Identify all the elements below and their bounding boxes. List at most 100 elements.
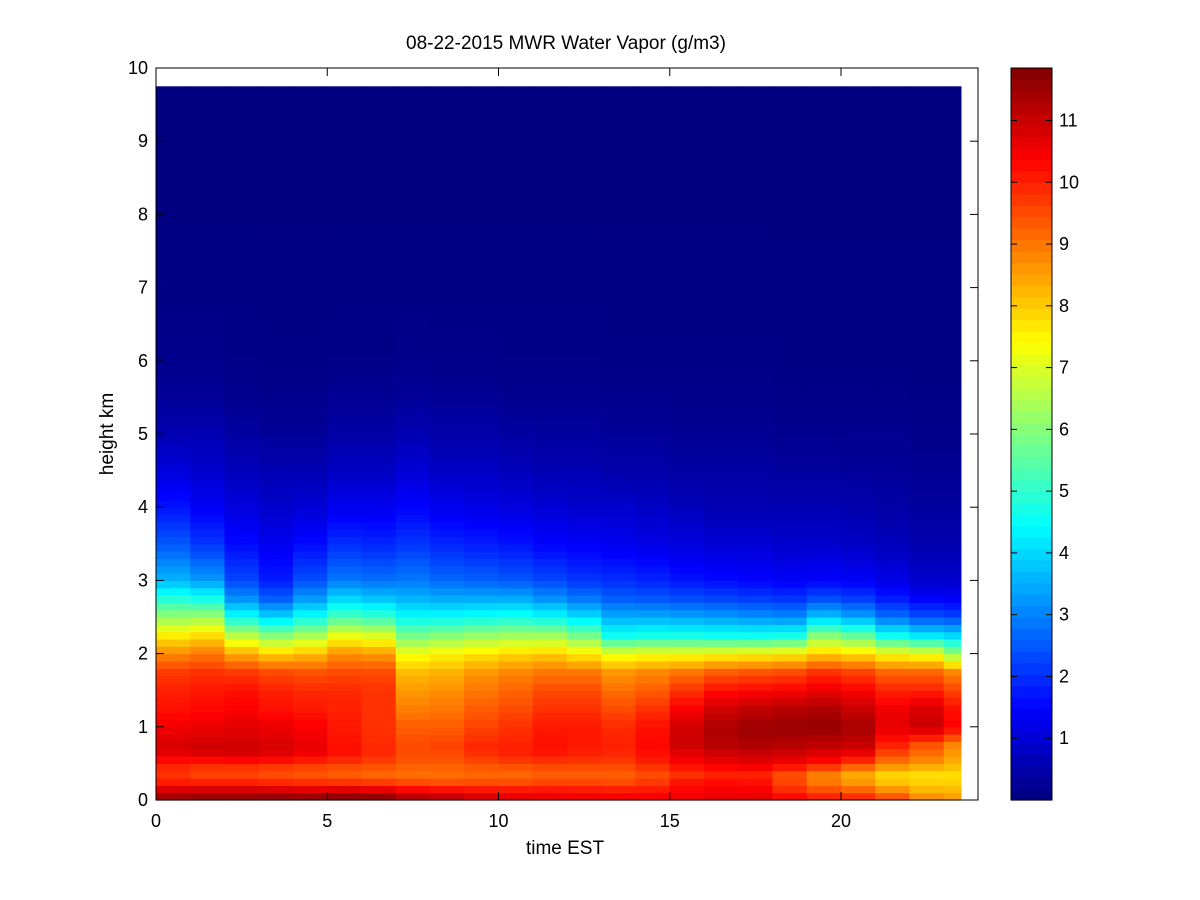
heatmap-cell (430, 441, 465, 450)
heatmap-cell (772, 653, 808, 662)
heatmap-cell (841, 338, 876, 347)
heatmap-cell (327, 741, 363, 750)
heatmap-cell (224, 770, 260, 779)
x-axis-label: time EST (526, 838, 605, 859)
heatmap-cell (943, 353, 962, 362)
heatmap-cell (293, 470, 328, 479)
heatmap-cell (704, 631, 739, 640)
heatmap-cell (635, 170, 671, 179)
heatmap-cell (567, 565, 602, 574)
heatmap-cell (875, 331, 911, 340)
heatmap-cell (806, 426, 842, 435)
heatmap-cell (258, 565, 294, 574)
heatmap-cell (772, 104, 808, 113)
heatmap-cell (190, 697, 226, 706)
heatmap-cell (567, 309, 602, 318)
heatmap-cell (498, 265, 534, 274)
heatmap-cell (635, 770, 671, 779)
heatmap-cell (875, 463, 911, 472)
heatmap-cell (430, 624, 465, 633)
heatmap-cell (498, 214, 534, 223)
colorbar-swatch (1011, 697, 1052, 710)
heatmap-cell (430, 419, 465, 428)
heatmap-cell (156, 704, 191, 713)
heatmap-cell (772, 324, 808, 333)
heatmap-cell (395, 770, 431, 779)
heatmap-cell (293, 792, 328, 801)
heatmap-cell (430, 148, 465, 157)
heatmap-cell (567, 170, 602, 179)
heatmap-cell (635, 133, 671, 142)
heatmap-cell (841, 353, 876, 362)
heatmap-cell (772, 595, 808, 603)
heatmap-cell (875, 646, 911, 655)
heatmap-cell (669, 338, 705, 347)
heatmap-cell (909, 229, 945, 237)
x-tick-labels: 0 5 10 15 20 (151, 811, 851, 831)
heatmap-cell (532, 448, 568, 457)
heatmap-cell (361, 272, 397, 281)
heatmap-cell (567, 141, 602, 150)
heatmap-cell (190, 104, 226, 113)
heatmap-cell (772, 221, 808, 230)
heatmap-cell (738, 309, 774, 318)
heatmap-cell (498, 331, 534, 340)
heatmap-cell (772, 675, 808, 684)
heatmap-cell (327, 243, 363, 252)
heatmap-cell (395, 126, 431, 135)
heatmap-cell (738, 272, 774, 281)
heatmap-cell (601, 434, 637, 442)
heatmap-cell (943, 660, 962, 669)
heatmap-cell (258, 448, 294, 457)
heatmap-cell (395, 646, 431, 655)
heatmap-cell (190, 529, 226, 538)
colorbar-swatch (1011, 319, 1052, 332)
heatmap-cell (190, 360, 226, 369)
heatmap-cell (190, 412, 226, 420)
heatmap-cell (293, 624, 328, 633)
heatmap-cell (704, 141, 739, 150)
heatmap-cell (464, 199, 500, 208)
heatmap-cell (841, 558, 876, 567)
heatmap-cell (943, 690, 962, 699)
heatmap-cell (738, 638, 774, 647)
heatmap-cell (361, 463, 397, 472)
heatmap-cell (224, 756, 260, 764)
heatmap-cell (669, 89, 705, 98)
heatmap-cell (498, 251, 534, 259)
heatmap-cell (738, 492, 774, 501)
heatmap-cell (293, 682, 328, 691)
heatmap-cell (464, 536, 500, 545)
heatmap-cell (806, 302, 842, 311)
heatmap-cell (875, 573, 911, 581)
heatmap-cell (909, 163, 945, 172)
heatmap-cell (258, 368, 294, 377)
heatmap-cell (806, 492, 842, 501)
colorbar-swatch (1011, 331, 1052, 344)
heatmap-cell (224, 455, 260, 464)
heatmap-cell (156, 192, 191, 201)
heatmap-cell (464, 177, 500, 186)
heatmap-cell (738, 697, 774, 706)
heatmap-cell (943, 763, 962, 772)
heatmap-cell (224, 229, 260, 237)
heatmap-cell (669, 302, 705, 311)
heatmap-cell (464, 470, 500, 479)
heatmap-cell (361, 412, 397, 420)
heatmap-cell (395, 748, 431, 757)
heatmap-cell (738, 624, 774, 633)
heatmap-cell (395, 441, 431, 450)
heatmap-cell (190, 148, 226, 157)
heatmap-cell (943, 177, 962, 186)
heatmap-cell (943, 111, 962, 120)
heatmap-cell (806, 770, 842, 779)
heatmap-cell (601, 353, 637, 362)
heatmap-cell (361, 558, 397, 567)
heatmap-cell (190, 404, 226, 413)
heatmap-cell (669, 529, 705, 538)
heatmap-cell (772, 214, 808, 223)
heatmap-cell (772, 185, 808, 194)
heatmap-cell (498, 434, 534, 442)
heatmap-cell (909, 595, 945, 603)
heatmap-cell (532, 412, 568, 420)
